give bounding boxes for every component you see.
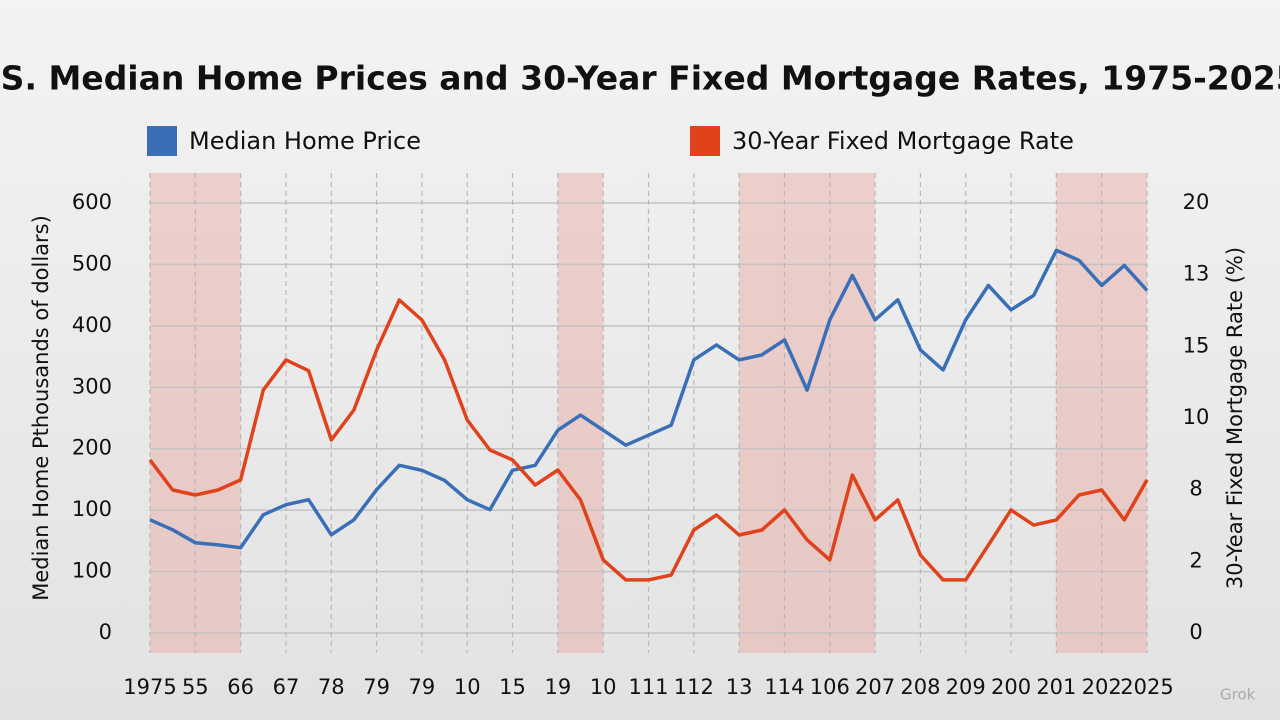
y2-tick-label: 20 [1183, 190, 1210, 214]
x-tick-label: 55 [182, 675, 209, 699]
x-tick-label: 10 [454, 675, 481, 699]
y2-tick-label: 13 [1183, 262, 1210, 286]
x-tick-label: 202 [1082, 675, 1122, 699]
x-tick-label: 1975 [123, 675, 176, 699]
y-tick-label: 100 [72, 559, 112, 583]
x-tick-label: 10 [590, 675, 617, 699]
x-tick-label: 208 [900, 675, 940, 699]
x-tick-label: 79 [409, 675, 436, 699]
shaded-region [557, 173, 604, 653]
data-line [149, 248, 1149, 550]
watermark: Grok [1220, 686, 1256, 704]
legend-label: Median Home Price [189, 127, 421, 155]
y2-tick-label: 0 [1189, 620, 1202, 644]
y-tick-label: 500 [72, 251, 112, 275]
x-tick-label: 78 [318, 675, 345, 699]
x-tick-label: 112 [674, 675, 714, 699]
y-tick-label: 300 [72, 374, 112, 398]
x-tick-label: 114 [764, 675, 804, 699]
y-tick-label: 600 [72, 190, 112, 214]
x-tick-label: 19 [544, 675, 571, 699]
x-tick-label: 79 [363, 675, 390, 699]
x-tick-label: 15 [499, 675, 526, 699]
x-tick-label: 106 [810, 675, 850, 699]
y-tick-label: 0 [99, 620, 112, 644]
x-tick-label: 209 [946, 675, 986, 699]
x-tick-label: 111 [628, 675, 668, 699]
x-tick-label: 67 [273, 675, 300, 699]
x-tick-label: 2025 [1120, 675, 1173, 699]
y-tick-label: 100 [72, 497, 112, 521]
y-tick-label: 400 [72, 313, 112, 337]
y2-tick-label: 2 [1189, 548, 1202, 572]
chart-title: U.S. Median Home Prices and 30-Year Fixe… [0, 59, 1280, 98]
y2-axis-label: 30-Year Fixed Mortgage Rate (%) [1223, 247, 1247, 589]
x-tick-label: 207 [855, 675, 895, 699]
x-tick-label: 201 [1036, 675, 1076, 699]
legend-label: 30-Year Fixed Mortgage Rate [732, 127, 1074, 155]
y2-tick-label: 15 [1183, 333, 1210, 357]
legend-swatch [690, 126, 720, 156]
x-tick-label: 200 [991, 675, 1031, 699]
x-tick-label: 13 [726, 675, 753, 699]
legend-swatch [147, 126, 177, 156]
y-tick-label: 200 [72, 436, 112, 460]
data-line [148, 298, 1149, 582]
y2-tick-label: 8 [1189, 477, 1202, 501]
x-tick-label: 66 [227, 675, 254, 699]
y-axis-label: Median Home Pthousands of dollars) [29, 215, 53, 601]
y2-tick-label: 10 [1183, 405, 1210, 429]
shaded-region [739, 173, 876, 653]
